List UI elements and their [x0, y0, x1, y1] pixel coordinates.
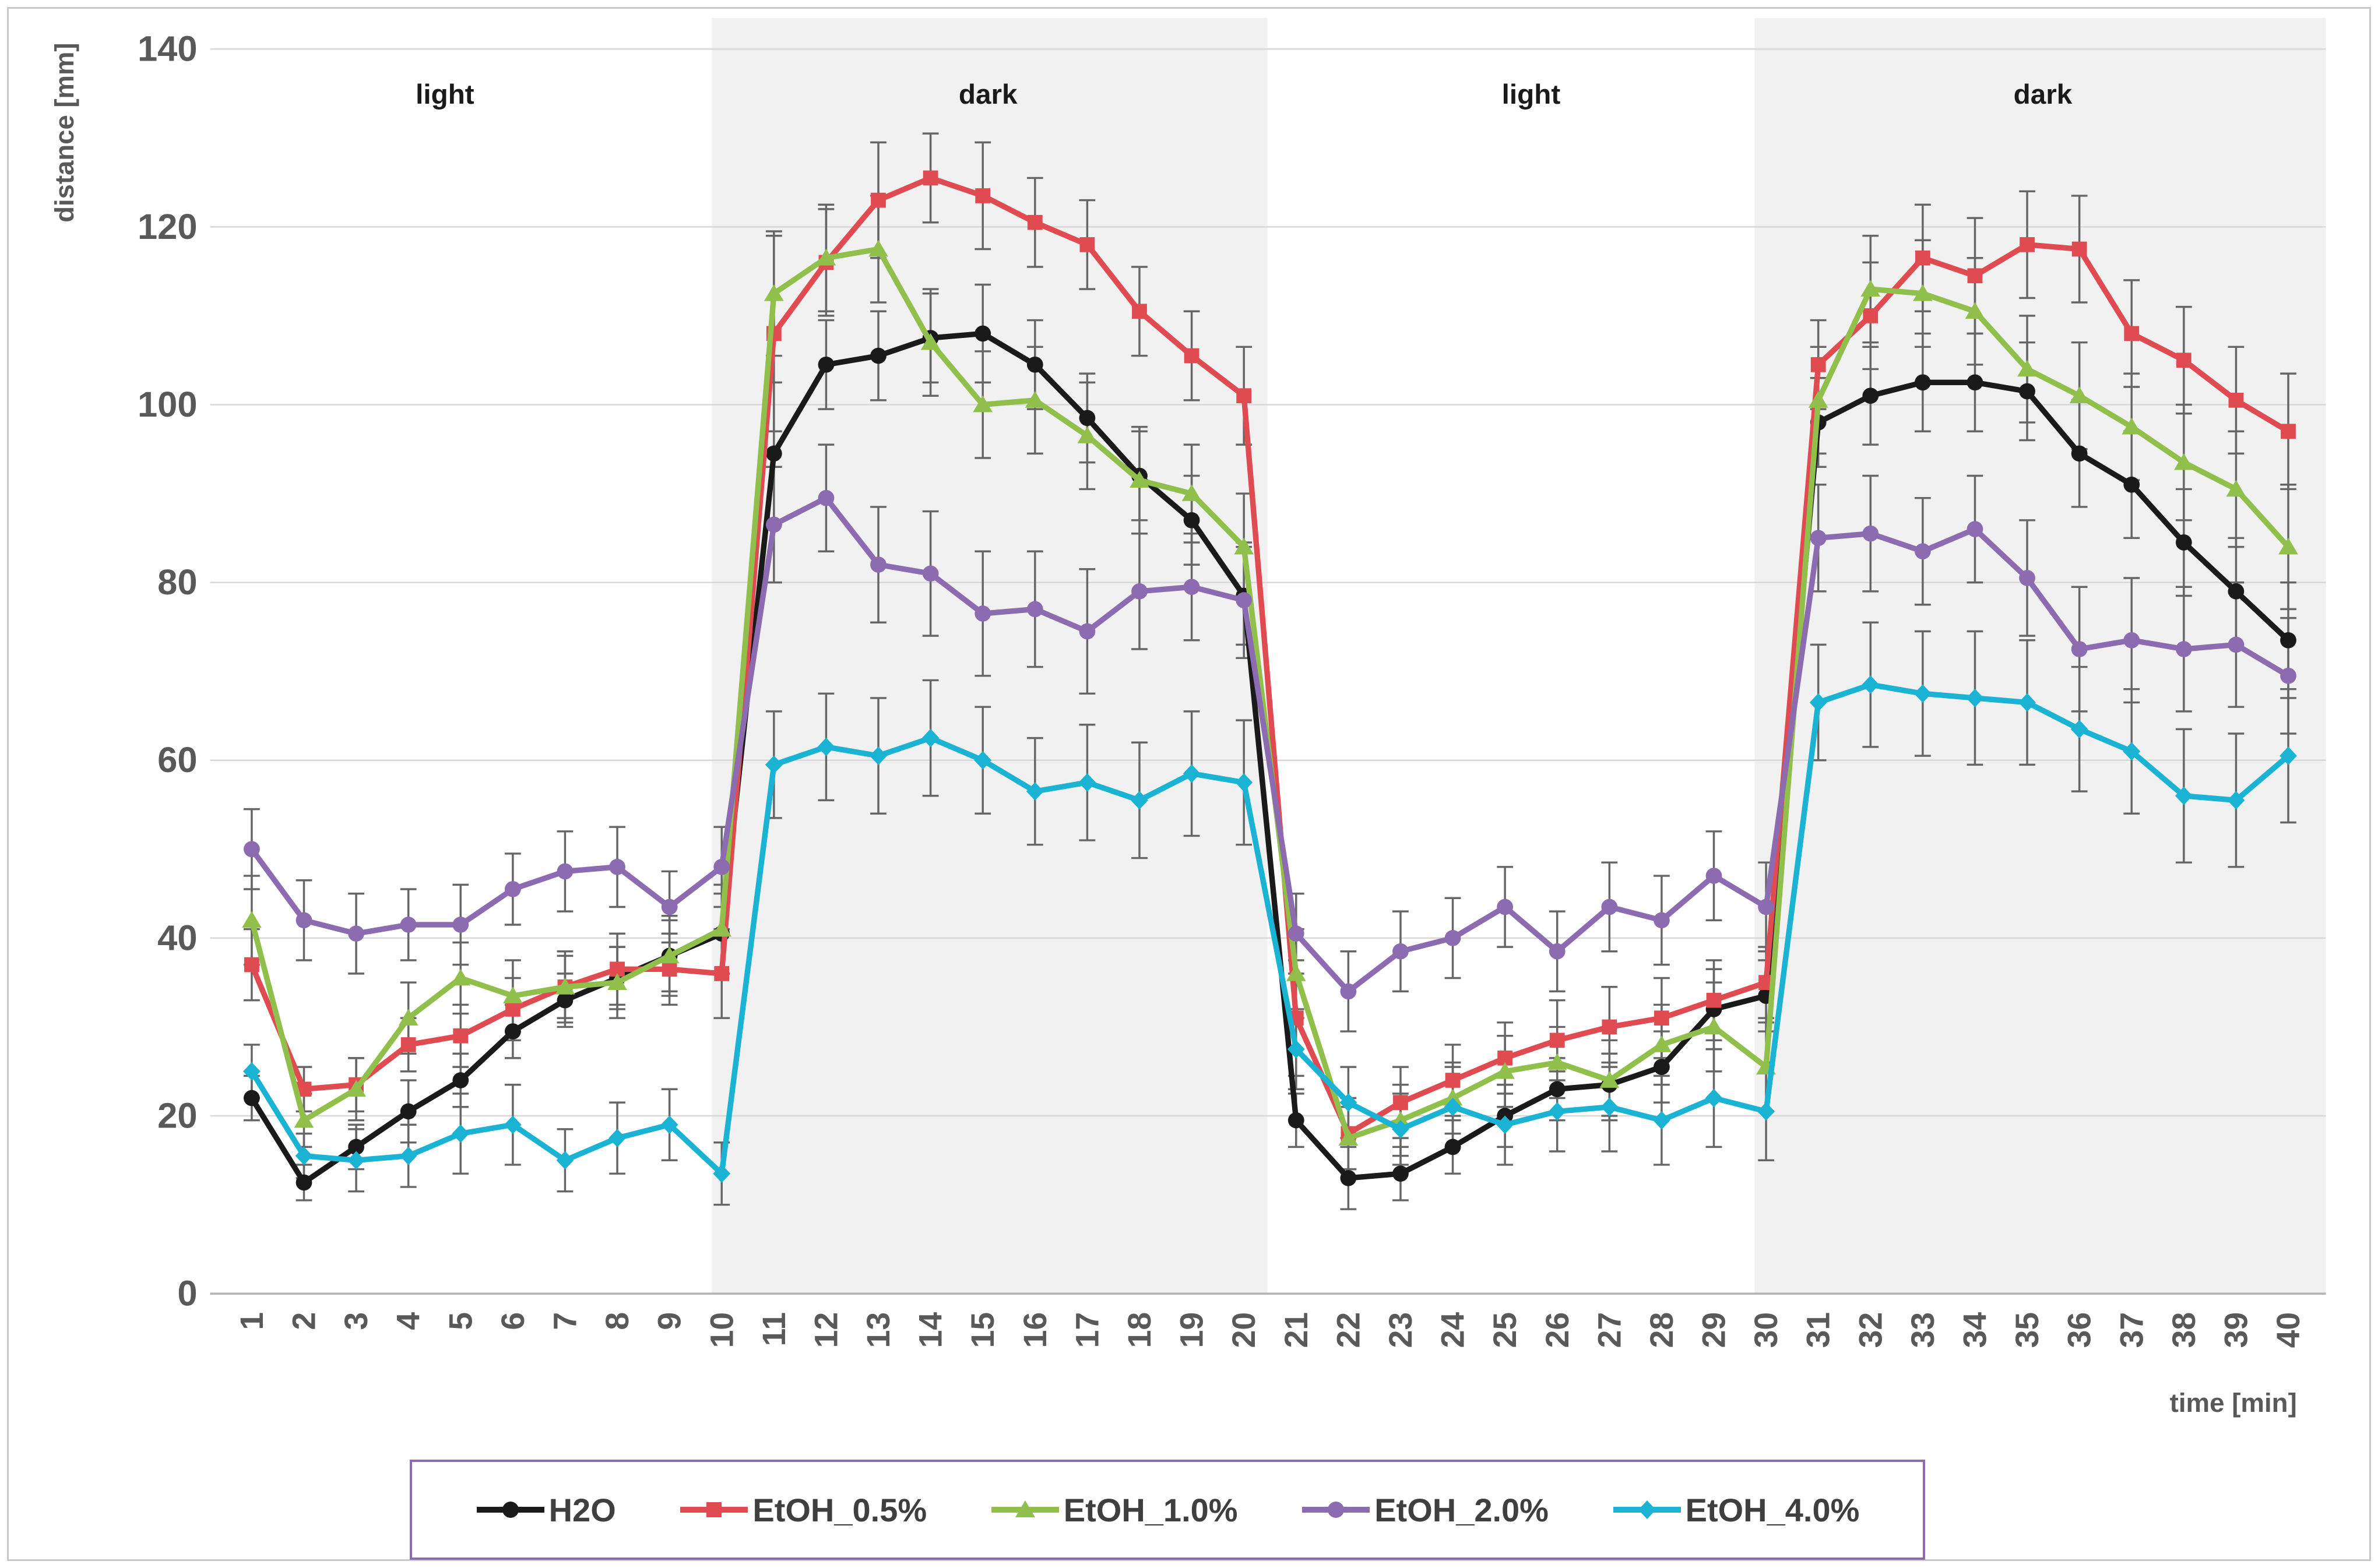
x-tick-13: 13: [860, 1312, 896, 1348]
x-tick-39: 39: [2218, 1312, 2254, 1348]
legend-key-triangle-icon: [991, 1500, 1059, 1517]
phase-band-dark: [1754, 17, 2326, 1294]
x-tick-33: 33: [1905, 1312, 1941, 1348]
legend-label: EtOH_1.0%: [1063, 1491, 1238, 1528]
x-tick-34: 34: [1957, 1312, 1993, 1348]
phase-band-dark: [712, 17, 1268, 1294]
x-tick-1: 1: [234, 1312, 270, 1330]
y-tick-100: 100: [138, 385, 198, 425]
x-tick-15: 15: [965, 1312, 1001, 1348]
series-EtOH_4.0%: [243, 675, 2297, 1183]
x-tick-20: 20: [1226, 1312, 1262, 1348]
phase-label-dark: dark: [2014, 79, 2073, 110]
x-tick-17: 17: [1069, 1312, 1105, 1348]
x-tick-32: 32: [1852, 1312, 1888, 1348]
x-tick-7: 7: [547, 1312, 583, 1330]
legend-item-EtOH_1.0%: EtOH_1.0%: [990, 1491, 1238, 1529]
y-tick-40: 40: [157, 918, 197, 958]
x-tick-14: 14: [913, 1312, 949, 1348]
legend-key-circle-icon: [1302, 1502, 1370, 1518]
x-tick-10: 10: [703, 1312, 740, 1348]
x-tick-24: 24: [1434, 1312, 1471, 1348]
x-tick-6: 6: [495, 1312, 531, 1330]
x-tick-2: 2: [286, 1312, 322, 1330]
x-tick-19: 19: [1174, 1312, 1210, 1348]
x-tick-9: 9: [652, 1312, 688, 1330]
x-tick-38: 38: [2166, 1312, 2202, 1348]
x-tick-23: 23: [1383, 1312, 1419, 1348]
x-tick-28: 28: [1644, 1312, 1680, 1348]
legend-label: H2O: [548, 1491, 616, 1528]
y-tick-120: 120: [138, 207, 198, 247]
legend-label: EtOH_0.5%: [752, 1491, 927, 1528]
y-tick-140: 140: [138, 29, 198, 69]
legend-item-EtOH_0.5%: EtOH_0.5%: [679, 1491, 927, 1529]
chart-figure: light dark light dark 0 20 40 60 80 100 120 140 1 2 3 4…: [7, 7, 2371, 1561]
x-tick-3: 3: [338, 1312, 374, 1330]
x-axis-title: time [min]: [2170, 1388, 2297, 1418]
x-tick-18: 18: [1121, 1312, 1158, 1348]
legend-item-H2O: H2O: [476, 1491, 616, 1529]
x-tick-35: 35: [2009, 1312, 2045, 1348]
x-tick-16: 16: [1017, 1312, 1053, 1348]
x-tick-12: 12: [808, 1312, 844, 1348]
x-tick-36: 36: [2062, 1312, 2098, 1348]
x-tick-22: 22: [1330, 1312, 1366, 1348]
x-tick-27: 27: [1591, 1312, 1627, 1348]
phase-label-light: light: [416, 79, 474, 110]
chart-legend: H2O EtOH_0.5% EtOH_1.0% EtOH_2.0% EtOH_4.0%: [410, 1460, 1925, 1560]
legend-label: EtOH_4.0%: [1685, 1491, 1860, 1528]
x-tick-26: 26: [1539, 1312, 1575, 1348]
legend-label: EtOH_2.0%: [1374, 1491, 1549, 1528]
x-tick-21: 21: [1278, 1312, 1314, 1348]
x-tick-5: 5: [442, 1312, 479, 1330]
y-tick-20: 20: [157, 1096, 197, 1136]
x-tick-labels: 1 2 3 4 5 6 7 8 9 10 11 12 13 14 15 16 17 18 19 20 21 22 23 24 2…: [234, 1312, 2306, 1348]
x-tick-11: 11: [756, 1312, 792, 1347]
x-tick-29: 29: [1695, 1312, 1732, 1348]
y-tick-60: 60: [157, 740, 197, 780]
x-tick-4: 4: [391, 1312, 427, 1330]
x-tick-30: 30: [1748, 1312, 1784, 1348]
legend-key-diamond-icon: [1613, 1500, 1681, 1519]
y-tick-80: 80: [157, 562, 197, 602]
series-H2O: [244, 325, 2296, 1191]
x-tick-31: 31: [1800, 1312, 1837, 1348]
y-tick-0: 0: [177, 1274, 197, 1314]
x-tick-25: 25: [1487, 1312, 1523, 1348]
x-tick-40: 40: [2270, 1312, 2306, 1348]
series-EtOH_2.0%: [244, 489, 2296, 1000]
x-tick-37: 37: [2113, 1312, 2150, 1348]
legend-item-EtOH_4.0%: EtOH_4.0%: [1612, 1491, 1860, 1529]
legend-key-square-icon: [680, 1502, 748, 1517]
phase-label-dark: dark: [959, 79, 1018, 110]
phase-label-light: light: [1502, 79, 1561, 110]
x-tick-8: 8: [599, 1312, 635, 1330]
legend-item-EtOH_2.0%: EtOH_2.0%: [1301, 1491, 1549, 1529]
y-axis-title: distance [mm]: [50, 43, 79, 222]
legend-key-circle-icon: [476, 1502, 544, 1518]
y-tick-labels: 0 20 40 60 80 100 120 140: [138, 29, 198, 1314]
